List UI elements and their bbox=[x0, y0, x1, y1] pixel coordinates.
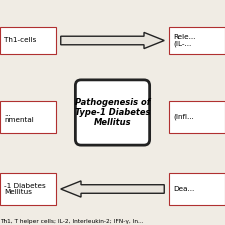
Bar bbox=[0, 27, 56, 54]
Bar bbox=[0, 101, 56, 133]
Polygon shape bbox=[61, 32, 164, 49]
Text: Rele...
(IL-...: Rele... (IL-... bbox=[173, 34, 196, 47]
FancyBboxPatch shape bbox=[75, 80, 150, 145]
Text: Dea...: Dea... bbox=[173, 186, 194, 192]
Text: Th1, T helper cells; IL-2, Interleukin-2; IFN-γ, In...: Th1, T helper cells; IL-2, Interleukin-2… bbox=[0, 219, 144, 224]
Text: -1 Diabetes
Mellitus: -1 Diabetes Mellitus bbox=[4, 182, 46, 196]
Text: Pathogenesis of
Type-1 Diabetes
Mellitus: Pathogenesis of Type-1 Diabetes Mellitus bbox=[75, 98, 150, 127]
Polygon shape bbox=[61, 181, 164, 197]
Text: Th1-cells: Th1-cells bbox=[4, 38, 37, 43]
Bar bbox=[0, 173, 56, 205]
Text: ...
nmental: ... nmental bbox=[4, 110, 34, 124]
Bar bbox=[169, 173, 225, 205]
Bar bbox=[169, 27, 225, 54]
Text: (Infl...: (Infl... bbox=[173, 114, 194, 120]
Bar bbox=[169, 101, 225, 133]
